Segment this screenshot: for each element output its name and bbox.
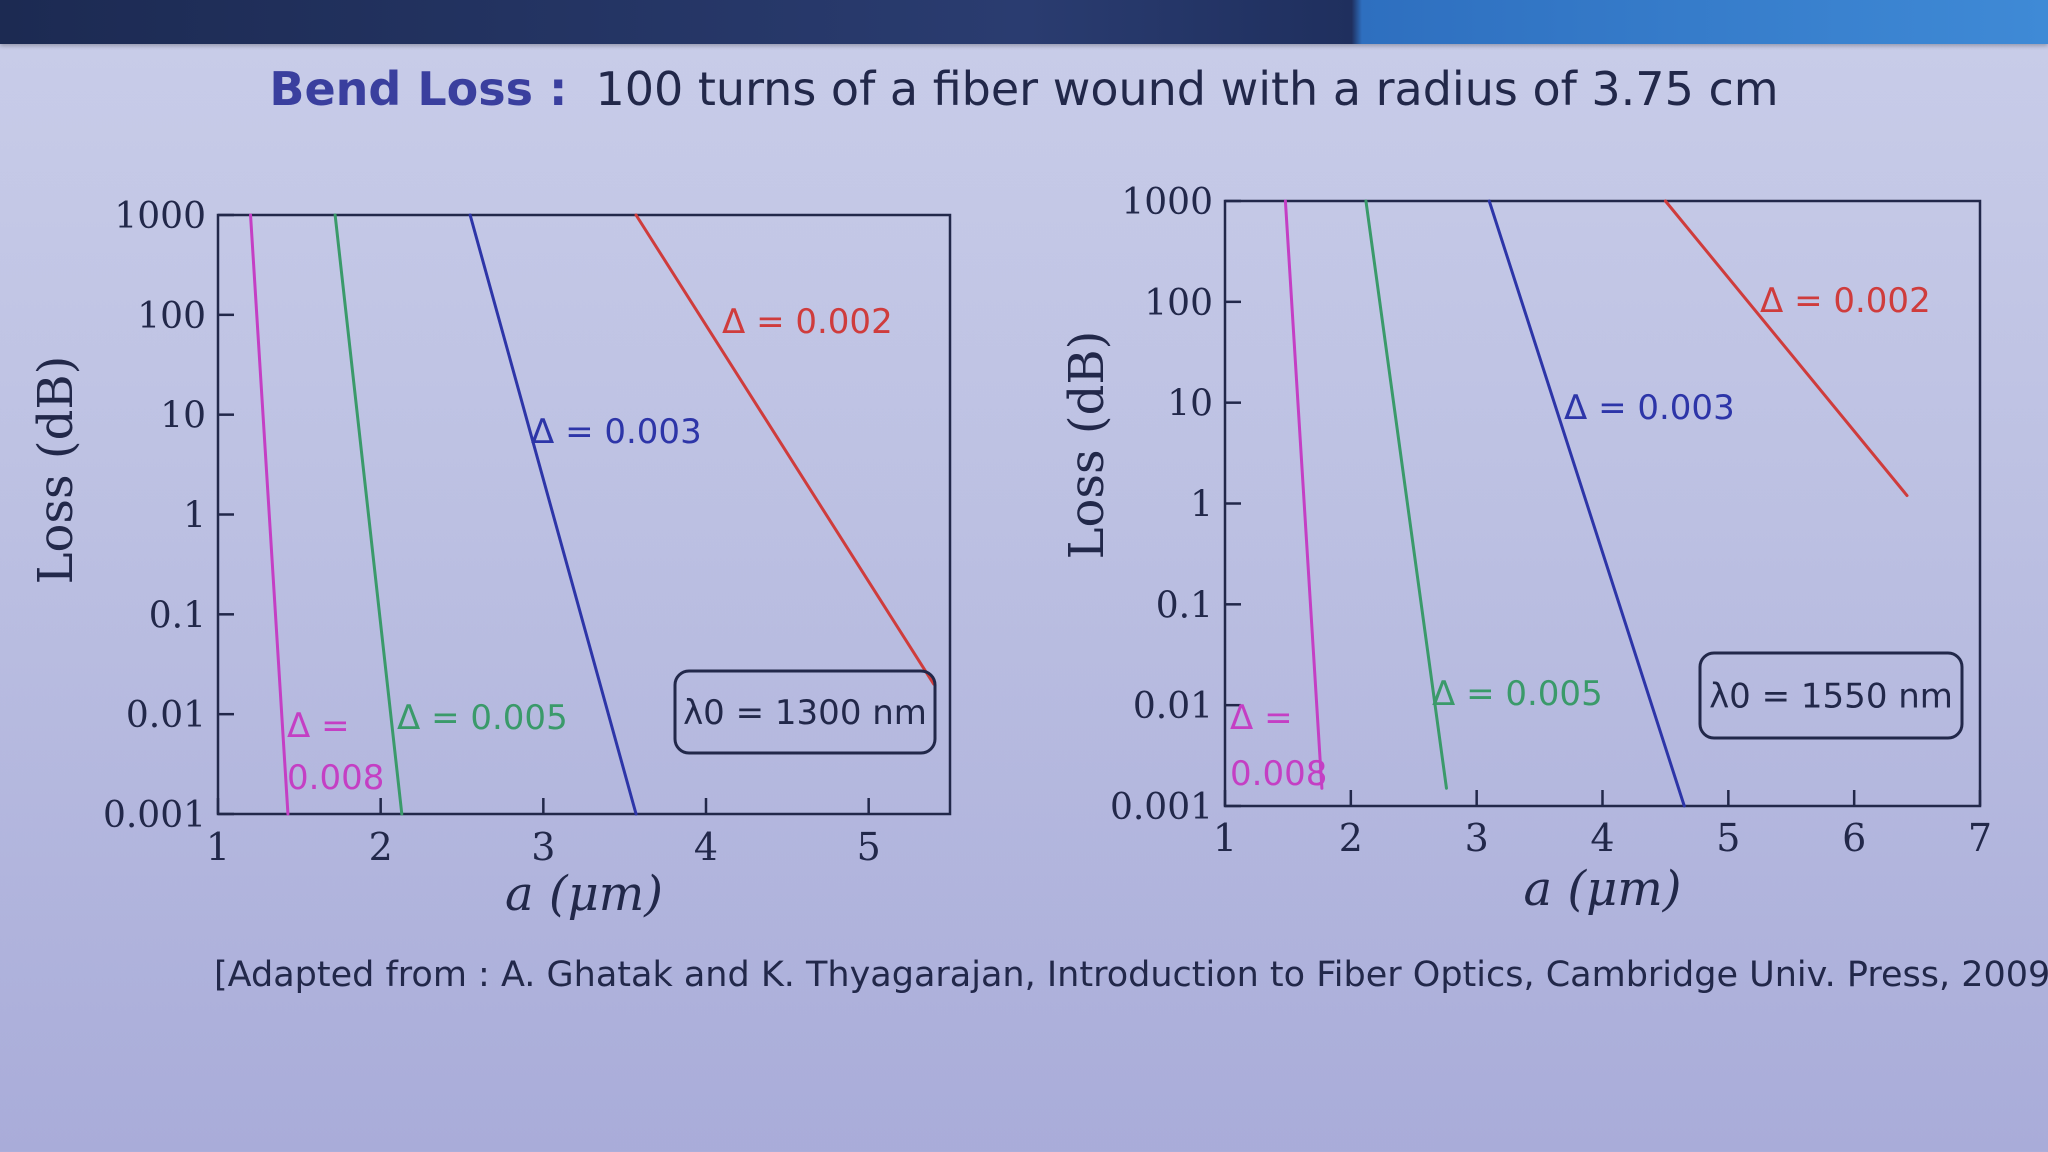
series-line [634, 213, 936, 686]
y-axis-label: Loss (dB) [28, 356, 84, 585]
y-tick-label: 10 [160, 396, 206, 437]
series-line [1663, 199, 1909, 498]
y-axis-label: Loss (dB) [1059, 331, 1115, 560]
wavelength-annotation-box [1698, 651, 1964, 740]
x-tick-label: 1 [206, 825, 230, 869]
x-tick-label: 6 [1842, 816, 1866, 860]
y-tick-label: 100 [1144, 283, 1213, 324]
series-label: 0.008 [287, 758, 384, 798]
series-label: Δ = 0.005 [397, 698, 568, 738]
series-label: Δ = 0.005 [1432, 674, 1603, 714]
citation: [Adapted from : A. Ghatak and K. Thyagar… [214, 955, 2048, 995]
series-label: Δ = [1230, 698, 1293, 738]
y-tick-label: 1000 [1121, 182, 1213, 223]
x-tick-label: 5 [857, 825, 881, 869]
slide-title: Bend Loss : 100 turns of a fiber wound wi… [0, 62, 2048, 116]
wavelength-annotation-box [673, 669, 937, 755]
series-line [1487, 199, 1686, 808]
y-tick-label: 0.01 [126, 695, 206, 736]
series-line [249, 213, 290, 816]
series-label: Δ = 0.002 [722, 302, 893, 342]
wavelength-annotation: λ0 = 1300 nm [683, 693, 927, 733]
slide-title-key: Bend Loss : [269, 62, 568, 116]
series-line [333, 213, 404, 816]
y-tick-label: 0.1 [149, 595, 206, 636]
x-tick-label: 7 [1968, 816, 1992, 860]
series-label: Δ = 0.003 [531, 412, 702, 452]
slide-top-bar [0, 0, 2048, 44]
series-line [1283, 199, 1324, 790]
series-line [468, 213, 638, 816]
y-tick-label: 1 [183, 496, 206, 537]
y-tick-label: 100 [137, 296, 206, 337]
x-axis-label: a (μm) [505, 866, 663, 922]
series-label: Δ = [287, 706, 350, 746]
series-label: Δ = 0.002 [1760, 281, 1931, 321]
y-tick-label: 1000 [114, 196, 206, 237]
x-tick-label: 3 [531, 825, 555, 869]
x-tick-label: 2 [369, 825, 393, 869]
series-label: 0.008 [1230, 754, 1327, 794]
y-tick-label: 10 [1167, 384, 1213, 425]
y-tick-label: 0.001 [103, 795, 206, 836]
x-tick-label: 1 [1213, 816, 1237, 860]
y-tick-label: 0.001 [1110, 787, 1213, 828]
wavelength-annotation: λ0 = 1550 nm [1709, 677, 1953, 717]
x-tick-label: 3 [1465, 816, 1489, 860]
slide-title-text: 100 turns of a fiber wound with a radius… [595, 62, 1779, 116]
x-tick-label: 5 [1716, 816, 1740, 860]
y-tick-label: 0.1 [1156, 585, 1213, 626]
x-tick-label: 2 [1339, 816, 1363, 860]
x-tick-label: 4 [1590, 816, 1614, 860]
x-tick-label: 4 [694, 825, 718, 869]
x-axis-label: a (μm) [1523, 861, 1681, 917]
series-label: Δ = 0.003 [1564, 388, 1735, 428]
series-line [1364, 199, 1448, 790]
y-tick-label: 1 [1190, 485, 1213, 526]
y-tick-label: 0.01 [1133, 686, 1213, 727]
